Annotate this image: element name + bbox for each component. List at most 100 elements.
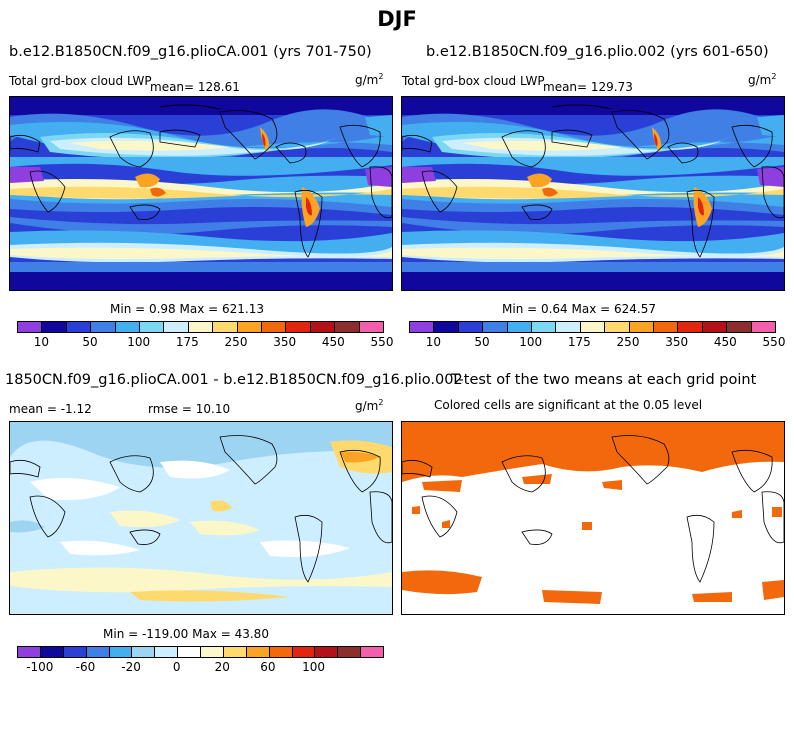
panel2-variable: Total grd-box cloud LWP: [402, 74, 545, 88]
colorbar-label: 10: [425, 335, 441, 349]
colorbar-swatch: [201, 647, 224, 657]
colorbar-swatch: [109, 647, 133, 657]
panel3-colorbar: [17, 646, 384, 658]
colorbar-label: -60: [75, 660, 96, 674]
panel3-rmse: rmse = 10.10: [148, 402, 231, 416]
colorbar-swatch: [91, 322, 116, 332]
panel3-mean: mean = -1.12: [9, 402, 92, 416]
colorbar-label: 250: [616, 335, 640, 349]
colorbar-swatch: [410, 322, 435, 332]
colorbar-swatch: [115, 322, 141, 332]
colorbar-label: 100: [302, 660, 326, 674]
colorbar-label: 20: [214, 660, 230, 674]
colorbar-swatch: [605, 322, 630, 332]
colorbar-swatch: [42, 322, 67, 332]
colorbar-swatch: [580, 322, 606, 332]
colorbar-swatch: [246, 647, 270, 657]
panel1-colorbar-labels: 10 50 100 175 250 350 450 550: [17, 335, 394, 351]
colorbar-swatch: [359, 322, 384, 332]
panel3-minmax: Min = -119.00 Max = 43.80: [103, 627, 269, 641]
colorbar-swatch: [66, 322, 92, 332]
colorbar-swatch: [532, 322, 557, 332]
colorbar-swatch: [556, 322, 581, 332]
colorbar-swatch: [751, 322, 776, 332]
colorbar-swatch: [654, 322, 679, 332]
colorbar-swatch: [18, 322, 43, 332]
panel1-units: g/m2: [355, 72, 384, 87]
panel2-lwp-field: [402, 97, 784, 290]
panel1-map: [9, 96, 393, 291]
panel2-colorbar: [409, 321, 776, 333]
colorbar-swatch: [292, 647, 316, 657]
colorbar-label: 350: [665, 335, 689, 349]
panel1-variable: Total grd-box cloud LWP: [9, 74, 152, 88]
colorbar-swatch: [40, 647, 64, 657]
colorbar-label: 100: [127, 335, 151, 349]
colorbar-label: 250: [224, 335, 248, 349]
colorbar-swatch: [213, 322, 238, 332]
panel2-mean: mean= 129.73: [543, 80, 633, 94]
colorbar-label: 550: [370, 335, 394, 349]
colorbar-swatch: [338, 647, 362, 657]
colorbar-swatch: [361, 647, 383, 657]
colorbar-swatch: [286, 322, 311, 332]
colorbar-label: 175: [567, 335, 591, 349]
colorbar-swatch: [164, 322, 189, 332]
colorbar-label: 450: [713, 335, 737, 349]
colorbar-swatch: [310, 322, 336, 332]
colorbar-label: 10: [33, 335, 49, 349]
colorbar-label: -20: [121, 660, 141, 674]
colorbar-swatch: [507, 322, 533, 332]
panel3-colorbar-labels: -100 -60 -20 0 20 60 100: [17, 660, 382, 676]
panel1-mean: mean= 128.61: [150, 80, 240, 94]
colorbar-label: 175: [175, 335, 199, 349]
panel2-colorbar-labels: 10 50 100 175 250 350 450 550: [409, 335, 786, 351]
colorbar-swatch: [629, 322, 655, 332]
panel3-difference-field: [10, 422, 392, 614]
panel1-lwp-field: [10, 97, 392, 290]
colorbar-swatch: [237, 322, 263, 332]
panel3-units: g/m2: [355, 398, 384, 413]
panel3-title: 1850CN.f09_g16.plioCA.001 - b.e12.B1850C…: [5, 372, 463, 388]
colorbar-swatch: [86, 647, 110, 657]
colorbar-swatch: [483, 322, 508, 332]
colorbar-swatch: [155, 647, 179, 657]
panel3-map: [9, 421, 393, 615]
colorbar-label: 50: [82, 335, 98, 349]
panel1-minmax: Min = 0.98 Max = 621.13: [110, 302, 264, 316]
colorbar-swatch: [269, 647, 293, 657]
colorbar-swatch: [178, 647, 201, 657]
colorbar-label: 350: [273, 335, 297, 349]
colorbar-swatch: [132, 647, 156, 657]
colorbar-label: 550: [762, 335, 786, 349]
panel4-title: T-test of the two means at each grid poi…: [451, 372, 757, 388]
colorbar-swatch: [335, 322, 360, 332]
panel2-units: g/m2: [748, 72, 777, 87]
colorbar-swatch: [18, 647, 41, 657]
panel2-title: b.e12.B1850CN.f09_g16.plio.002 (yrs 601-…: [426, 44, 769, 60]
panel4-significance-field: [402, 422, 784, 614]
colorbar-label: 100: [519, 335, 543, 349]
colorbar-label: 60: [260, 660, 276, 674]
panel2-minmax: Min = 0.64 Max = 624.57: [502, 302, 656, 316]
panel1-colorbar: [17, 321, 384, 333]
colorbar-swatch: [727, 322, 752, 332]
panel2-map: [401, 96, 785, 291]
panel4-subtitle: Colored cells are significant at the 0.0…: [434, 398, 703, 412]
colorbar-swatch: [458, 322, 484, 332]
colorbar-swatch: [140, 322, 165, 332]
colorbar-label: 450: [321, 335, 345, 349]
colorbar-swatch: [702, 322, 728, 332]
colorbar-label: -100: [26, 660, 54, 674]
colorbar-swatch: [678, 322, 703, 332]
panel1-title: b.e12.B1850CN.f09_g16.plioCA.001 (yrs 70…: [9, 44, 372, 60]
panel4-map: [401, 421, 785, 615]
colorbar-swatch: [63, 647, 87, 657]
colorbar-label: 50: [474, 335, 490, 349]
colorbar-swatch: [434, 322, 459, 332]
colorbar-swatch: [262, 322, 287, 332]
colorbar-label: 0: [172, 660, 181, 674]
colorbar-swatch: [188, 322, 214, 332]
colorbar-swatch: [223, 647, 247, 657]
page-title: DJF: [377, 7, 417, 31]
